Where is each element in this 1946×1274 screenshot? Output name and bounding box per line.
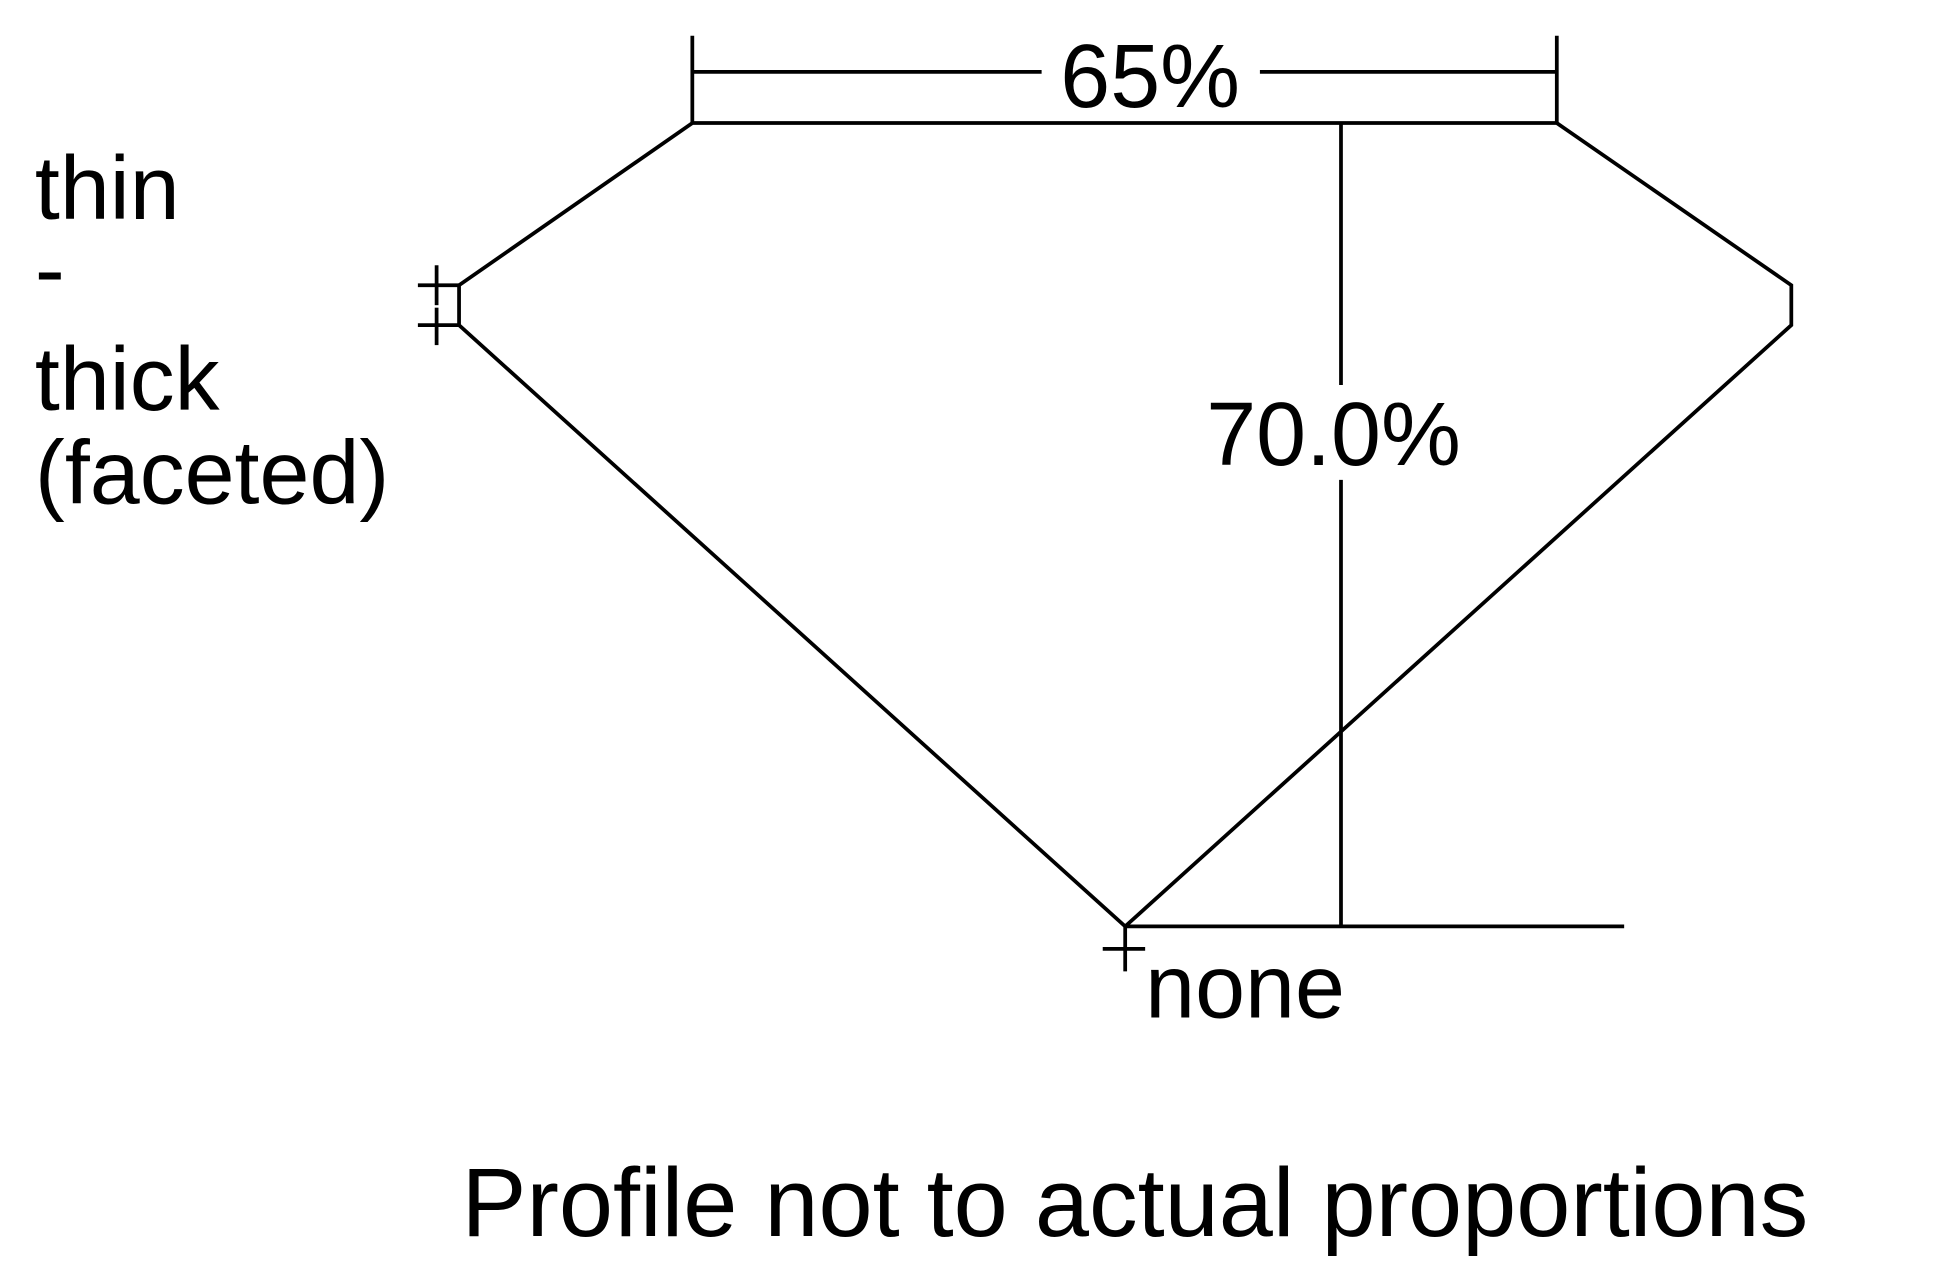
- table-percentage-label: 65%: [1060, 27, 1240, 127]
- depth-percentage-label: 70.0%: [1206, 385, 1461, 485]
- gem-profile-outline: [457, 121, 1794, 929]
- culet-marker-icon: [1102, 926, 1146, 972]
- girdle-label-line: thin: [35, 139, 180, 239]
- culet-label: none: [1145, 937, 1345, 1037]
- girdle-label-line: -: [35, 220, 65, 320]
- footnote: Profile not to actual proportions: [462, 1148, 1809, 1257]
- girdle-label-line: thick: [35, 330, 221, 430]
- girdle-label-line: (faceted): [35, 424, 389, 524]
- girdle-label: thin - thick (faceted): [35, 139, 389, 523]
- girdle-marker-icon: [417, 265, 460, 346]
